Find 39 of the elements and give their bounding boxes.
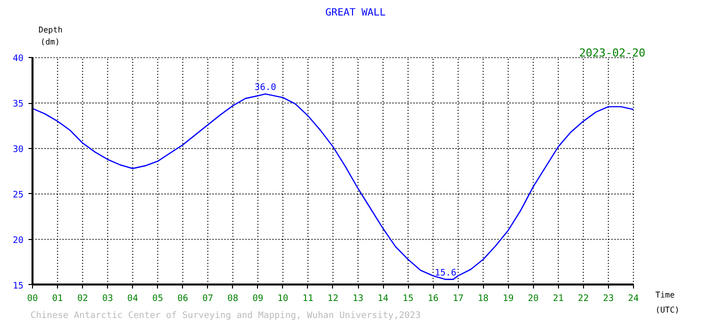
x-tick-label: 22 xyxy=(578,294,589,304)
annotation: 15.6 xyxy=(434,268,456,278)
x-tick-label: 09 xyxy=(252,294,264,304)
x-tick-label: 11 xyxy=(302,294,314,304)
x-tick-label: 00 xyxy=(27,294,38,304)
y-axis-title: Depth (dm) xyxy=(38,26,63,47)
x-tick-label: 10 xyxy=(277,294,288,304)
x-tick-label: 16 xyxy=(428,294,439,304)
x-tick-label: 17 xyxy=(452,294,464,304)
x-tick-label: 19 xyxy=(502,294,514,304)
x-tick-label: 21 xyxy=(552,294,564,304)
x-tick-label: 04 xyxy=(127,294,138,304)
x-tick-label: 15 xyxy=(402,294,414,304)
y-tick-label: 35 xyxy=(12,100,24,110)
x-tick-label: 13 xyxy=(352,294,364,304)
x-tick-label: 24 xyxy=(628,294,639,304)
y-tick-label: 25 xyxy=(12,190,24,200)
x-tick-label: 07 xyxy=(202,294,214,304)
x-tick-label: 20 xyxy=(528,294,539,304)
text: Chinese Antarctic Center of Surveying and Mapping, Wuhan University,2023 xyxy=(30,310,421,321)
y-tick-label: 15 xyxy=(12,281,24,292)
x-tick-label: 01 xyxy=(52,294,63,304)
x-tick-label: 18 xyxy=(478,294,489,304)
y-tick-label: 30 xyxy=(12,145,24,155)
line-series xyxy=(32,93,634,280)
x-tick-label: 03 xyxy=(102,294,114,304)
x-tick-label: 06 xyxy=(177,294,188,304)
x-tick-label: 05 xyxy=(152,294,164,304)
x-tick-label: 23 xyxy=(602,294,614,304)
chart-subtitle: 2023-02-20 xyxy=(579,46,646,60)
chart-title: GREAT WALL xyxy=(325,8,386,18)
x-tick-label: 02 xyxy=(77,294,88,304)
x-tick-label: 12 xyxy=(328,294,338,304)
x-tick-label: 14 xyxy=(378,294,388,304)
y-tick-label: 20 xyxy=(12,236,24,246)
x-tick-label: 08 xyxy=(227,294,238,304)
y-tick-label: 40 xyxy=(12,54,24,64)
x-axis-title: Time (UTC) xyxy=(655,290,680,314)
annotation: 36.0 xyxy=(254,82,276,93)
